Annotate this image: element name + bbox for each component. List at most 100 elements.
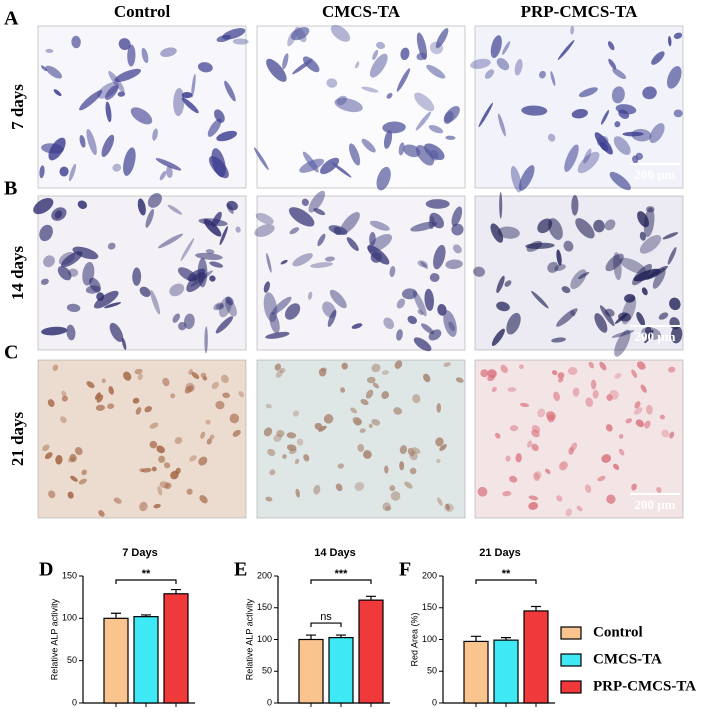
cell <box>568 447 574 455</box>
cell <box>265 331 290 339</box>
cell <box>389 485 396 492</box>
cell <box>583 148 592 164</box>
cell <box>613 136 631 155</box>
cell <box>399 445 408 455</box>
cell <box>112 163 122 172</box>
cell <box>329 289 347 309</box>
cell <box>633 407 643 415</box>
cell <box>514 59 523 76</box>
cell <box>346 237 359 251</box>
cell <box>144 406 153 413</box>
cell <box>369 220 390 231</box>
cell <box>68 163 76 182</box>
cell <box>127 44 136 67</box>
cell <box>172 313 181 323</box>
cell <box>263 292 278 322</box>
cell <box>153 503 161 509</box>
cell <box>181 97 199 114</box>
cell <box>381 370 389 375</box>
cell <box>353 418 362 426</box>
cell <box>72 246 99 260</box>
cell <box>159 170 167 181</box>
cell <box>292 410 300 417</box>
cell <box>531 443 539 452</box>
cell <box>644 420 651 429</box>
cell <box>289 448 297 455</box>
cell <box>51 207 67 221</box>
cell <box>578 271 590 280</box>
cell <box>61 390 67 397</box>
cell <box>592 389 599 399</box>
cell <box>160 47 177 58</box>
cell <box>286 432 297 439</box>
cell <box>533 472 540 481</box>
y-tick-label: 100 <box>257 634 272 644</box>
cell <box>381 391 389 400</box>
cell <box>618 434 624 439</box>
column-header: PRP-CMCS-TA <box>521 2 638 21</box>
cell <box>501 41 511 55</box>
y-axis-label: Relative ALP activity <box>244 598 254 680</box>
cell <box>496 301 510 312</box>
error-bar <box>111 612 121 619</box>
cell <box>371 363 381 373</box>
cell <box>324 256 336 262</box>
cell <box>308 190 326 213</box>
cell <box>173 87 185 117</box>
cell <box>104 302 122 309</box>
significance-bracket <box>115 579 177 584</box>
cell <box>557 372 565 379</box>
y-tick-label: 50 <box>67 655 77 665</box>
cell <box>60 416 67 424</box>
cell <box>137 198 146 216</box>
cell <box>232 429 241 437</box>
cell <box>550 71 556 86</box>
cell <box>137 373 143 381</box>
cell <box>313 484 321 495</box>
cell <box>226 200 238 211</box>
cell <box>45 48 54 53</box>
cell <box>61 395 68 402</box>
panel-letter: D <box>39 559 53 581</box>
cell <box>279 367 286 374</box>
error-bar <box>531 605 541 611</box>
cell <box>558 377 564 383</box>
cell <box>317 233 326 247</box>
cell <box>518 165 535 191</box>
cell <box>109 322 124 342</box>
cell <box>386 92 393 99</box>
cell <box>123 147 136 176</box>
cell <box>599 361 607 371</box>
cell <box>340 211 360 235</box>
cell <box>509 475 518 483</box>
cell <box>39 165 45 179</box>
cell <box>95 404 106 411</box>
cell <box>78 478 87 485</box>
cell <box>67 491 74 499</box>
cell <box>313 208 326 216</box>
cell <box>132 397 140 404</box>
y-tick-label: 0 <box>72 697 77 707</box>
cell <box>209 261 223 268</box>
cell <box>673 109 683 118</box>
panel-letter: C <box>4 342 18 364</box>
cell <box>443 362 451 367</box>
cell <box>357 443 365 452</box>
cell <box>436 402 442 413</box>
cell <box>282 53 289 70</box>
cell <box>253 147 269 171</box>
cell <box>614 329 631 357</box>
cell <box>409 467 417 475</box>
cell <box>318 367 327 377</box>
cell <box>180 238 195 262</box>
cell <box>323 414 334 424</box>
cell <box>613 463 620 470</box>
cell <box>622 131 644 137</box>
cell <box>423 373 431 383</box>
cell <box>326 78 338 88</box>
cell <box>290 26 310 41</box>
y-axis-label: Relative ALP activity <box>49 598 59 680</box>
cell <box>567 366 578 375</box>
panel-letter: A <box>4 8 19 30</box>
